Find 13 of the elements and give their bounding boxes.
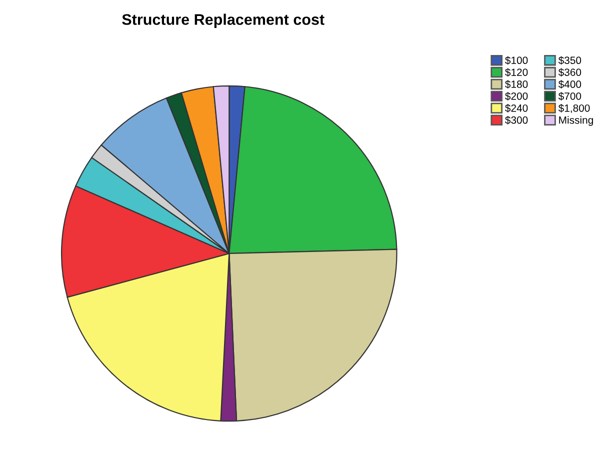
legend-label: $300 [505, 116, 528, 124]
legend-label: $100 [505, 56, 528, 65]
legend-label: $200 [505, 92, 528, 100]
legend-label: $400 [558, 80, 582, 89]
legend-label: $240 [505, 104, 528, 112]
legend-label: $1,800 [558, 104, 590, 114]
legend-label: $180 [505, 80, 528, 89]
legend-label: $120 [505, 68, 528, 77]
legend-label: $350 [558, 56, 582, 65]
legend-label: $700 [558, 92, 582, 100]
chart-title: Structure Replacement cost [122, 14, 324, 28]
legend-label: $360 [558, 68, 582, 77]
legend-label: Missing [559, 116, 593, 126]
